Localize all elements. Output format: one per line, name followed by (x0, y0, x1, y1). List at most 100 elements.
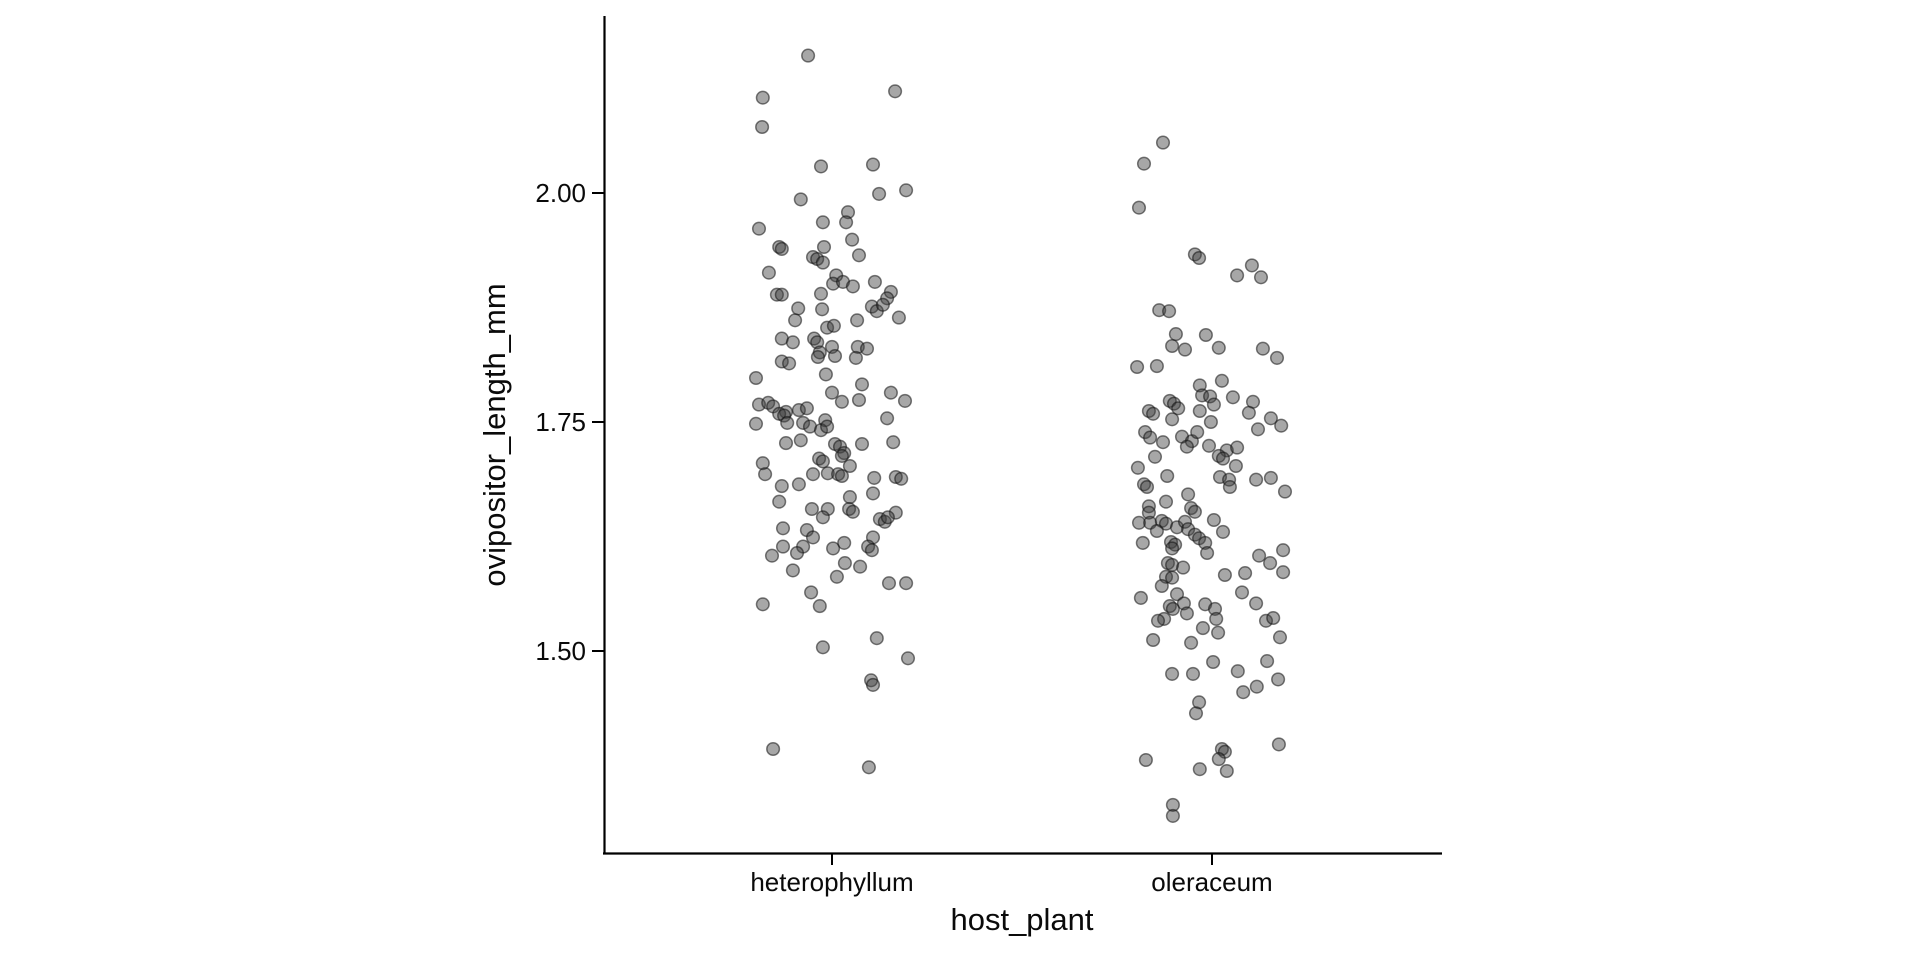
data-point (900, 651, 916, 666)
data-point (891, 310, 906, 325)
data-point (815, 302, 830, 317)
data-point (1198, 327, 1213, 343)
data-point (1203, 389, 1218, 404)
data-point (785, 335, 800, 350)
data-point (865, 486, 881, 501)
y-tick-2.00: 2.00 (535, 178, 604, 208)
data-point (801, 48, 816, 63)
data-point (899, 183, 914, 198)
data-point (816, 239, 832, 255)
data-point (842, 458, 857, 474)
data-point (845, 504, 860, 519)
data-point (1150, 613, 1166, 628)
data-point (1141, 505, 1156, 520)
data-point (820, 419, 835, 434)
data-point (1201, 438, 1217, 453)
data-point (812, 599, 827, 614)
data-point (793, 433, 808, 448)
data-point (755, 597, 770, 612)
data-point (791, 477, 806, 492)
data-point (826, 541, 841, 556)
data-point (804, 585, 819, 600)
data-point (875, 297, 890, 312)
data-point (1198, 535, 1213, 550)
data-point (1215, 451, 1231, 466)
data-point (1225, 390, 1240, 405)
points-layer (748, 48, 1293, 823)
data-point (864, 543, 879, 558)
x-axis-title: host_plant (950, 902, 1093, 937)
data-point (1266, 610, 1281, 626)
data-point (755, 90, 770, 105)
y-tick-1.75: 1.75 (535, 407, 604, 437)
data-point (1241, 405, 1256, 420)
data-point (1133, 590, 1148, 605)
x-axis: heterophyllum oleraceum host_plant (603, 852, 1442, 937)
data-point (1135, 535, 1150, 550)
data-point (1177, 514, 1193, 529)
data-point (758, 467, 773, 482)
data-point (1187, 504, 1202, 519)
data-point (1136, 156, 1152, 171)
data-point (1211, 625, 1226, 640)
data-point (1165, 541, 1180, 556)
data-point (1162, 304, 1177, 319)
data-point (869, 631, 884, 646)
data-point (1155, 435, 1171, 450)
data-point (829, 569, 844, 584)
data-point (796, 415, 811, 430)
data-point (791, 301, 806, 316)
y-tick-label: 1.75 (535, 407, 586, 437)
data-point (1271, 737, 1286, 752)
data-point (1211, 340, 1226, 355)
data-point (1272, 630, 1288, 645)
data-point (1276, 565, 1291, 580)
data-point (1219, 763, 1234, 779)
data-point (748, 370, 764, 386)
data-point (1244, 258, 1259, 273)
data-point (1222, 479, 1237, 495)
data-point (1238, 566, 1253, 581)
data-point (826, 318, 841, 333)
data-point (845, 279, 860, 294)
data-point (1181, 487, 1196, 502)
data-point (810, 349, 825, 365)
data-point (1165, 412, 1180, 427)
data-point (769, 287, 784, 302)
data-point (1165, 808, 1180, 823)
data-point (861, 760, 876, 775)
data-point (774, 287, 789, 302)
y-tick-1.50: 1.50 (535, 636, 604, 666)
data-point (772, 494, 787, 509)
data-point (880, 510, 895, 525)
data-point (894, 471, 909, 486)
data-point (1269, 350, 1285, 365)
data-point (853, 559, 868, 574)
x-tick-heterophyllum: heterophyllum (750, 854, 914, 897)
data-point (1263, 556, 1278, 571)
data-point (1177, 342, 1193, 357)
data-point (1209, 611, 1224, 626)
data-point (1176, 560, 1191, 575)
data-point (751, 221, 767, 236)
data-point (820, 501, 835, 517)
data-point (1255, 341, 1270, 356)
data-point (848, 350, 863, 365)
data-point (815, 454, 830, 469)
data-point (815, 640, 830, 655)
data-point (1271, 672, 1286, 687)
data-point (755, 456, 770, 471)
data-point (867, 470, 882, 485)
data-point (1252, 548, 1267, 563)
data-point (888, 84, 903, 99)
data-point (1154, 578, 1169, 594)
data-point (761, 265, 776, 280)
data-point (1253, 270, 1269, 285)
data-point (851, 248, 867, 263)
data-point (859, 341, 875, 356)
data-point (793, 192, 808, 207)
data-point (1165, 797, 1180, 812)
data-point (1185, 666, 1201, 681)
